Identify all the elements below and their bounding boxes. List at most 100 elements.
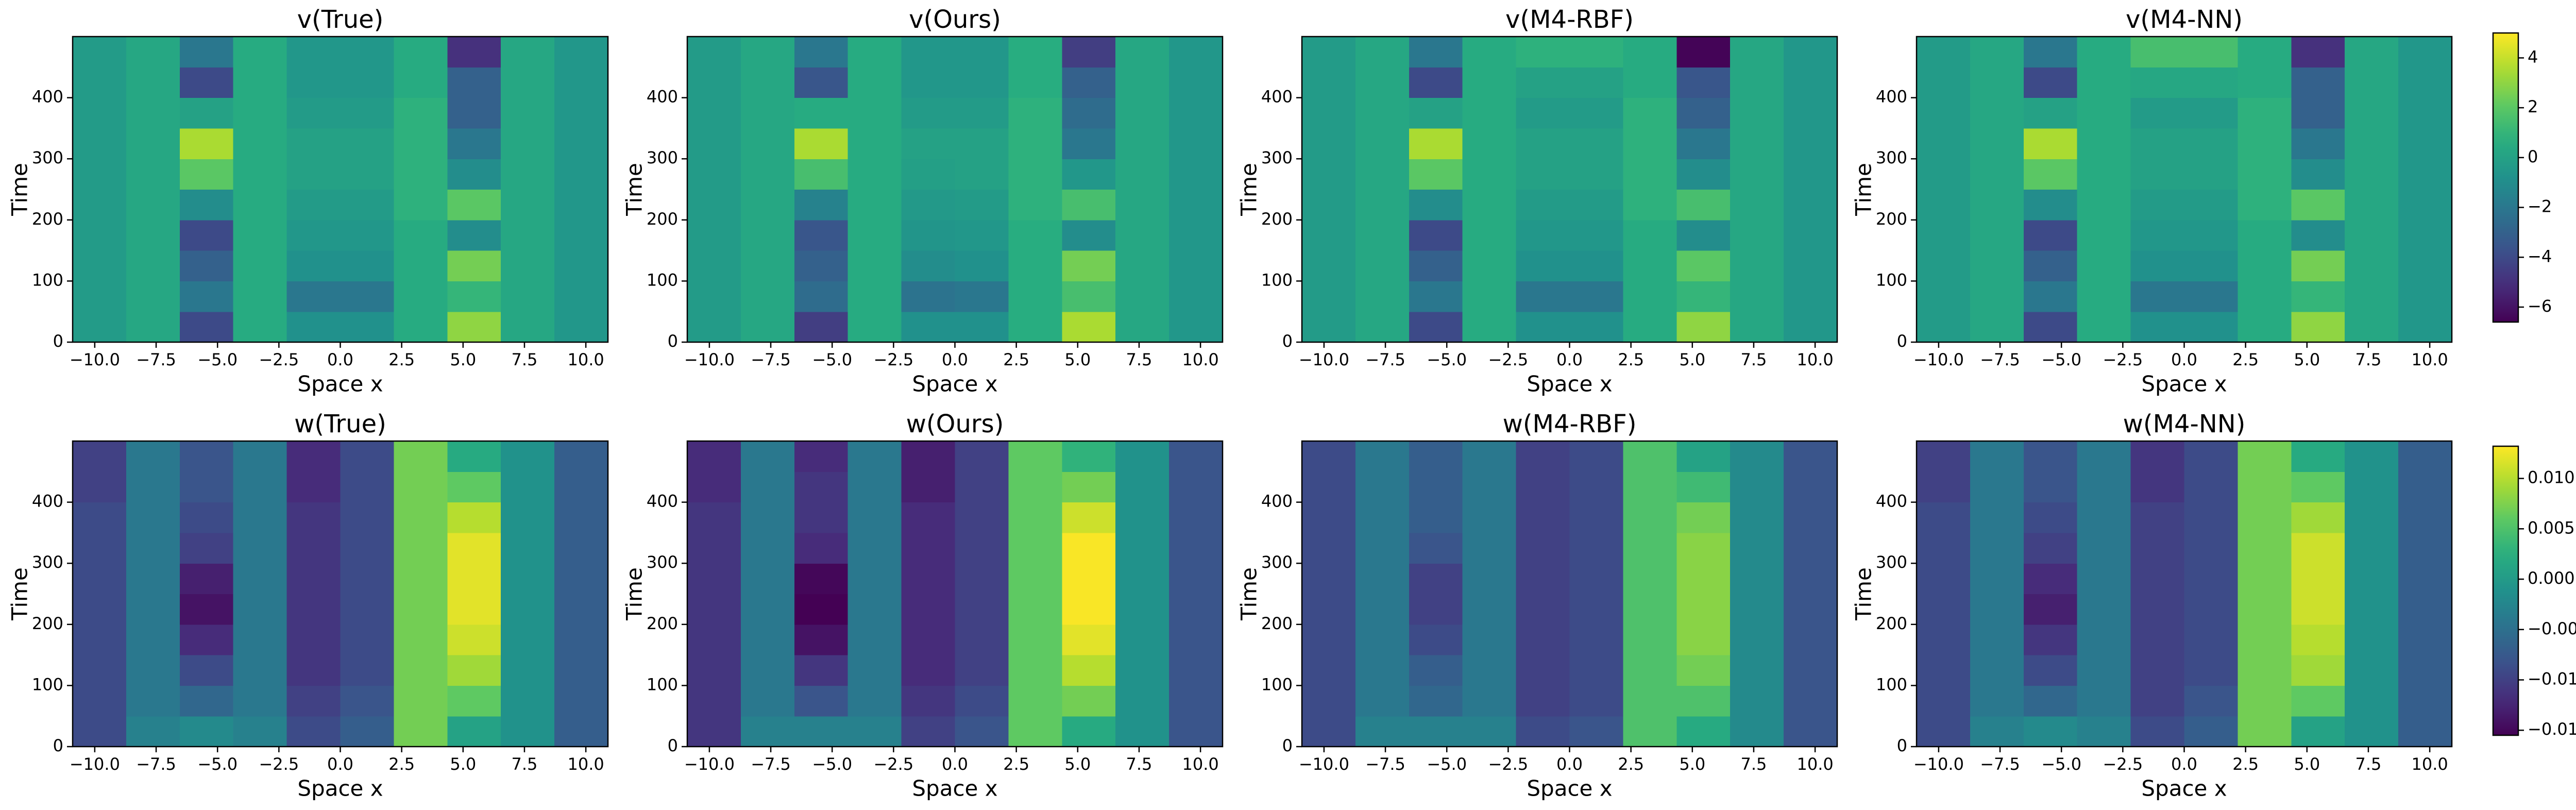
x-tick-label: −5.0 <box>197 754 238 774</box>
heatmap-cell <box>1169 311 1223 343</box>
heatmap-cell <box>1730 563 1784 595</box>
heatmap-cell <box>1169 97 1223 129</box>
heatmap-cell <box>1355 311 1410 343</box>
heatmap-cell <box>2345 685 2399 717</box>
heatmap-cell <box>1062 441 1116 472</box>
x-tick-label: −10.0 <box>1913 754 1964 774</box>
heatmap-cell <box>2130 685 2185 717</box>
heatmap-cell <box>1970 281 2024 312</box>
heatmap-cell <box>1062 624 1116 655</box>
heatmap-cell <box>1062 594 1116 625</box>
heatmap-cell <box>1355 220 1410 251</box>
heatmap-cell <box>501 532 555 564</box>
heatmap-cell <box>2184 159 2238 190</box>
heatmap-cell <box>1623 441 1677 472</box>
heatmap-cell <box>1730 67 1784 98</box>
heatmap-cell <box>2345 311 2399 343</box>
heatmap-cell <box>740 716 795 747</box>
heatmap-cell <box>794 471 849 503</box>
heatmap-cell <box>2130 563 2185 595</box>
heatmap-cell <box>1917 502 1971 533</box>
heatmap-cell <box>554 311 608 343</box>
x-tick-label: −2.5 <box>2103 350 2143 369</box>
heatmap-cell <box>2398 250 2452 281</box>
heatmap-cell <box>1115 97 1170 129</box>
heatmap-cell <box>848 159 902 190</box>
heatmap-cell <box>1302 502 1356 533</box>
heatmap-cell <box>1917 594 1971 625</box>
heatmap-cell <box>1462 37 1517 68</box>
heatmap-cell <box>2291 655 2345 686</box>
heatmap-cell <box>2345 563 2399 595</box>
heatmap-cell <box>1462 189 1517 221</box>
y-tick-label: 0 <box>1897 331 1907 351</box>
heatmap-cell <box>1970 67 2024 98</box>
heatmap-cell <box>955 594 1009 625</box>
heatmap-cell <box>2130 441 2185 472</box>
heatmap-cell <box>1115 281 1170 312</box>
heatmap-cell <box>1970 685 2024 717</box>
heatmap-cell <box>501 441 555 472</box>
heatmap-cell <box>2398 311 2452 343</box>
heatmap-cell <box>1115 594 1170 625</box>
heatmap-cell <box>740 532 795 564</box>
heatmap-cell <box>1169 220 1223 251</box>
x-tick-label: 10.0 <box>567 754 604 774</box>
heatmap-cell <box>1516 37 1570 68</box>
x-tick-label: 10.0 <box>1182 350 1218 369</box>
y-tick-label: 100 <box>647 674 678 694</box>
x-tick-label: −5.0 <box>812 350 852 369</box>
heatmap-cell <box>1062 281 1116 312</box>
y-tick-label: 200 <box>1876 614 1907 633</box>
heatmap-cell <box>501 250 555 281</box>
heatmap-cell <box>687 281 741 312</box>
heatmap-cell <box>1676 502 1731 533</box>
heatmap-cell <box>1062 471 1116 503</box>
heatmap-cell <box>340 655 394 686</box>
heatmap-cell <box>1730 250 1784 281</box>
heatmap-cell <box>901 441 956 472</box>
heatmap-cell <box>1302 441 1356 472</box>
heatmap-cell <box>1355 281 1410 312</box>
x-tick-label: 5.0 <box>450 350 476 369</box>
heatmap-cell <box>1355 532 1410 564</box>
heatmap-cell <box>1730 716 1784 747</box>
heatmap-cell <box>1462 67 1517 98</box>
heatmap-cell <box>1409 655 1463 686</box>
heatmap-cell <box>447 532 501 564</box>
colorbar-tick-label: −0.015 <box>2528 719 2576 739</box>
heatmap-cell <box>2345 594 2399 625</box>
colorbar-tick-label: 0.000 <box>2528 568 2575 588</box>
heatmap-cell <box>2398 716 2452 747</box>
heatmap-cell <box>2077 685 2131 717</box>
heatmap-cell <box>501 502 555 533</box>
heatmap-cell <box>1409 189 1463 221</box>
heatmap-cell <box>2345 502 2399 533</box>
heatmap-cell <box>1516 685 1570 717</box>
heatmap-cell <box>1409 685 1463 717</box>
heatmap-cell <box>2238 624 2292 655</box>
heatmap-cell <box>1970 311 2024 343</box>
heatmap-cell <box>2023 441 2078 472</box>
heatmap-cell <box>501 624 555 655</box>
heatmap-cell <box>1062 716 1116 747</box>
heatmap-cell <box>126 471 180 503</box>
heatmap-cell <box>740 502 795 533</box>
heatmap-cell <box>2398 37 2452 68</box>
heatmap-cell <box>1008 128 1062 159</box>
heatmap-cell <box>1355 441 1410 472</box>
heatmap-cell <box>955 250 1009 281</box>
heatmap-cell <box>2184 532 2238 564</box>
heatmap-cell <box>1355 716 1410 747</box>
heatmap-cell <box>2291 220 2345 251</box>
heatmap-cell <box>1462 532 1517 564</box>
x-tick-label: 5.0 <box>2294 350 2320 369</box>
heatmap-cell <box>1169 67 1223 98</box>
heatmap-cell <box>1623 37 1677 68</box>
heatmap-cell <box>447 685 501 717</box>
heatmap-cell <box>1516 250 1570 281</box>
heatmap-cell <box>73 311 127 343</box>
x-axis-label: Space x <box>2141 776 2227 801</box>
heatmap-cell <box>1355 37 1410 68</box>
y-tick-label: 200 <box>32 209 63 229</box>
